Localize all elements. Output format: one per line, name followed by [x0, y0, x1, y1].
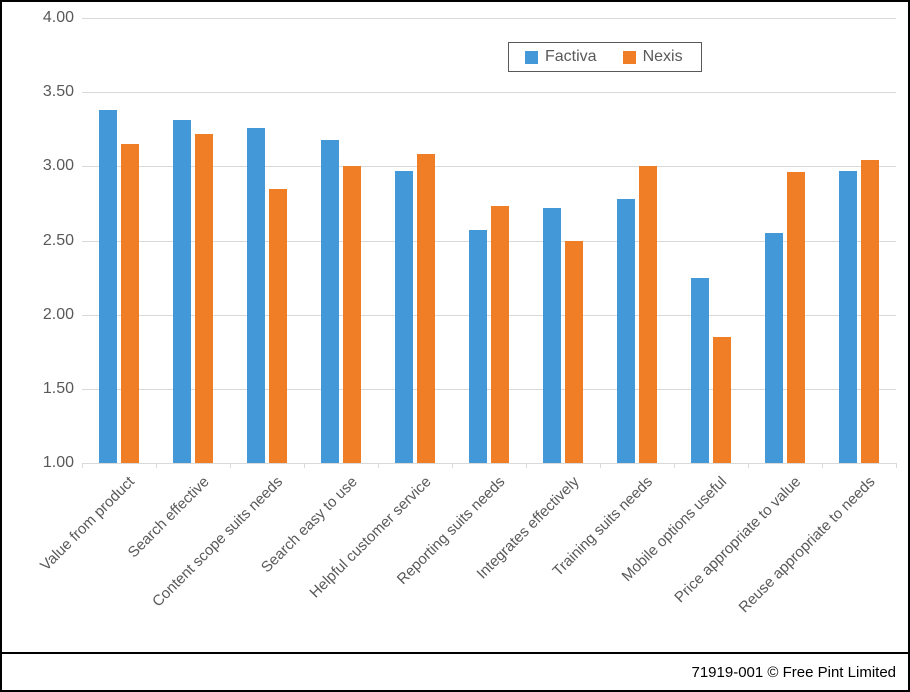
bar-factiva-2	[173, 120, 191, 463]
category-tick	[304, 463, 305, 468]
bar-factiva-4	[321, 139, 339, 463]
gridline-1.50	[82, 388, 896, 390]
bar-factiva-5	[395, 170, 413, 463]
category-tick	[526, 463, 527, 468]
bar-chart: 4.00 3.50 3.00 2.50 2.00 1.50 1.00 Value from …	[2, 2, 908, 652]
bar-nexis-3	[269, 188, 287, 463]
bar-group-10	[748, 18, 822, 463]
bar-group-4	[304, 18, 378, 463]
category-tick	[82, 463, 83, 468]
plot-area	[82, 18, 896, 463]
gridline-2.50	[82, 240, 896, 242]
y-tick-label-3.00: 3.00	[42, 157, 74, 175]
legend-item-factiva: Factiva	[525, 48, 597, 66]
category-tick	[822, 463, 823, 468]
y-tick-label-1.50: 1.50	[42, 379, 74, 397]
bar-nexis-7	[565, 240, 583, 463]
bar-group-11	[822, 18, 896, 463]
bar-group-9	[674, 18, 748, 463]
y-tick-label-2.00: 2.00	[42, 305, 74, 323]
x-label-1: Value from product	[37, 473, 139, 575]
bar-factiva-3	[247, 127, 265, 463]
bar-factiva-8	[617, 198, 635, 463]
bar-nexis-10	[787, 172, 805, 463]
x-label-11: Reuse appropriate to needs	[735, 473, 879, 617]
category-tick	[674, 463, 675, 468]
legend-item-nexis: Nexis	[622, 48, 683, 66]
bar-group-6	[452, 18, 526, 463]
bar-factiva-11	[839, 170, 857, 463]
bar-group-8	[600, 18, 674, 463]
bar-group-2	[156, 18, 230, 463]
bar-group-7	[526, 18, 600, 463]
bar-nexis-2	[195, 133, 213, 463]
x-label-3: Content scope suits needs	[149, 473, 287, 611]
gridline-4.00	[82, 18, 896, 19]
bar-factiva-10	[765, 233, 783, 463]
category-tick	[748, 463, 749, 468]
bar-nexis-9	[713, 336, 731, 463]
gridline-3.00	[82, 166, 896, 168]
gridline-1.00	[82, 463, 896, 464]
bar-group-3	[230, 18, 304, 463]
category-tick	[896, 463, 897, 468]
bar-factiva-1	[99, 109, 117, 463]
bar-nexis-5	[417, 154, 435, 463]
footer-text: 71919-001 © Free Pint Limited	[691, 663, 897, 681]
gridline-2.00	[82, 314, 896, 316]
category-tick	[156, 463, 157, 468]
x-label-10: Price appropriate to value	[671, 473, 805, 607]
legend-label-nexis: Nexis	[642, 48, 683, 65]
legend-label-factiva: Factiva	[545, 48, 597, 65]
bar-nexis-1	[121, 144, 139, 463]
y-tick-label-4.00: 4.00	[42, 9, 74, 26]
bar-group-5	[378, 18, 452, 463]
bar-nexis-11	[861, 160, 879, 463]
bar-group-1	[82, 18, 156, 463]
y-tick-label-2.50: 2.50	[42, 231, 74, 249]
category-tick	[230, 463, 231, 468]
factiva-swatch-icon	[525, 50, 538, 64]
bar-factiva-6	[469, 230, 487, 463]
category-tick	[600, 463, 601, 468]
x-label-5: Helpful customer service	[306, 473, 435, 602]
y-tick-label-3.50: 3.50	[42, 83, 74, 101]
bar-factiva-9	[691, 277, 709, 463]
bar-nexis-4	[343, 166, 361, 463]
bar-nexis-6	[491, 206, 509, 463]
legend: Factiva Nexis	[508, 42, 702, 72]
gridline-3.50	[82, 92, 896, 94]
category-tick	[452, 463, 453, 468]
category-tick	[378, 463, 379, 468]
y-tick-label-1.00: 1.00	[42, 454, 74, 471]
bar-factiva-7	[543, 207, 561, 463]
nexis-swatch-icon	[622, 50, 636, 64]
footer: 71919-001 © Free Pint Limited	[2, 652, 908, 690]
bar-nexis-8	[639, 166, 657, 463]
